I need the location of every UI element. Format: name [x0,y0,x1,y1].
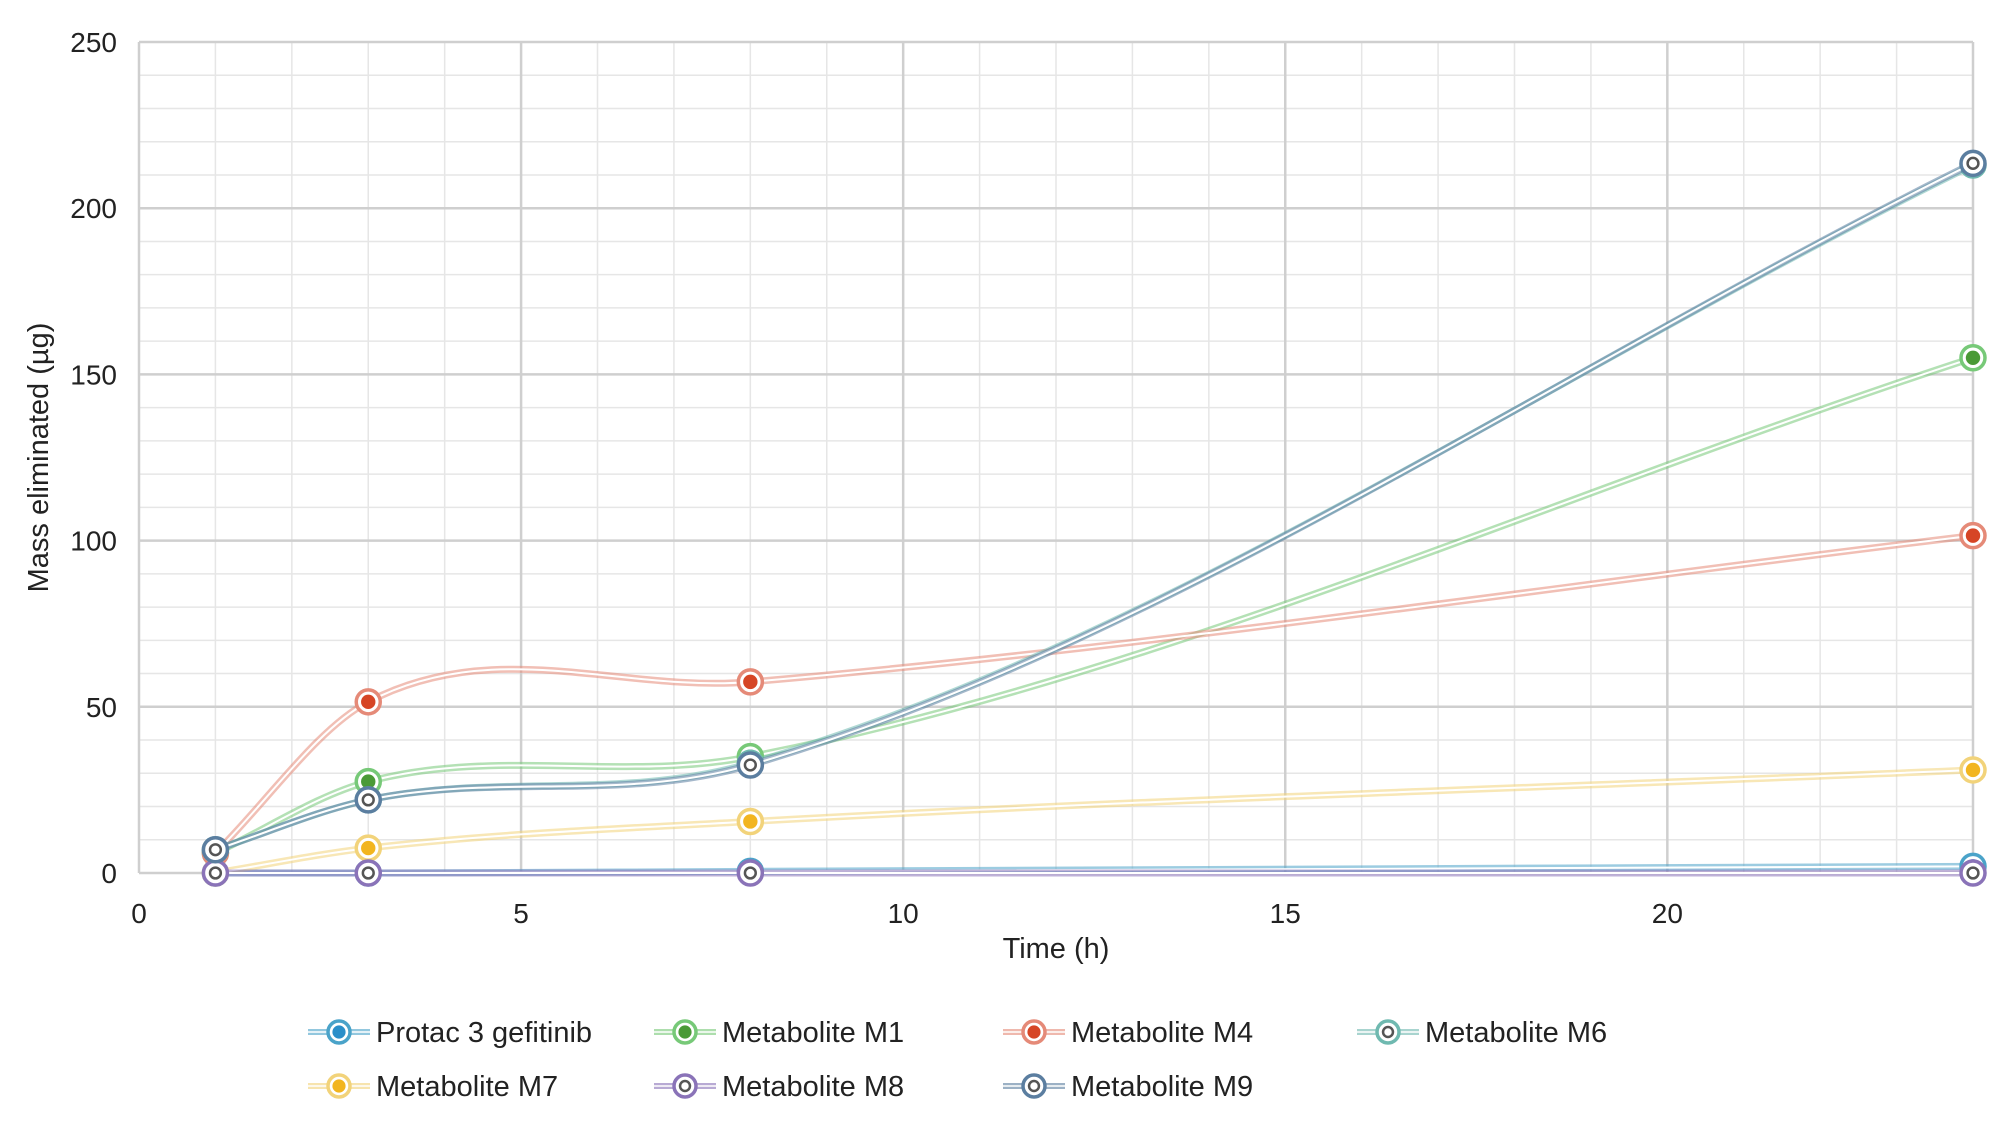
legend-label: Metabolite M6 [1425,1017,1607,1049]
x-tick-label: 20 [1652,898,1683,929]
series-lines [201,149,1987,887]
data-point-inner [208,866,223,880]
data-point-fill [1965,762,1981,778]
legend-item: Metabolite M8 [654,1071,904,1103]
x-tick-label: 5 [513,898,529,929]
x-tick-label: 0 [131,898,147,929]
legend-label: Protac 3 gefitinib [376,1017,592,1049]
legend-label: Metabolite M9 [1071,1071,1253,1103]
legend-marker-fill [332,1025,346,1039]
data-point-inner [743,866,757,880]
data-point-fill [743,674,758,690]
x-tick-label: 15 [1270,898,1301,929]
legend-marker-inner [678,1079,692,1093]
data-point-fill [361,774,376,789]
legend-marker-inner [1027,1079,1041,1093]
data-point-fill [361,694,376,710]
grid [137,40,1975,875]
series-5 [201,859,1987,887]
legend-item: Metabolite M4 [1003,1017,1253,1049]
y-tick-label: 250 [70,27,117,58]
y-tick-label: 150 [70,359,117,390]
data-point-inner [361,866,375,880]
legend-item: Metabolite M1 [654,1017,904,1049]
legend-label: Metabolite M4 [1071,1017,1253,1049]
data-point-fill [1965,350,1981,365]
y-axis-title: Mass eliminated (µg) [23,323,55,593]
series-6 [201,149,1987,864]
legend-label: Metabolite M8 [722,1071,904,1103]
legend-marker-fill [678,1025,692,1039]
y-tick-label: 200 [70,193,117,224]
data-point-inner [1966,156,1980,170]
y-tick-label: 0 [101,858,117,889]
legend-label: Metabolite M1 [722,1017,904,1049]
legend-marker-fill [1027,1025,1041,1039]
x-tick-label: 10 [888,898,919,929]
data-point-inner [1966,866,1980,880]
legend-marker-inner [1381,1025,1395,1039]
series-2 [201,521,1987,867]
data-point-fill [743,814,758,829]
x-axis-title: Time (h) [1003,933,1110,965]
data-point-inner [208,843,223,857]
data-point-inner [361,793,375,807]
legend: Protac 3 gefitinib Metabolite M1 Metabolit… [308,1017,1607,1103]
data-point-fill [1965,528,1981,543]
legend-label: Metabolite M7 [376,1071,558,1103]
y-tick-label: 50 [86,692,117,723]
data-point-inner [743,758,757,772]
legend-item: Protac 3 gefitinib [308,1017,592,1049]
legend-item: Metabolite M9 [1003,1071,1253,1103]
series-line [214,160,1975,854]
legend-item: Metabolite M7 [308,1071,558,1103]
legend-marker-fill [332,1079,346,1093]
legend-item: Metabolite M6 [1357,1017,1607,1049]
series-line-core [215,162,1974,851]
data-point-fill [361,840,376,856]
y-tick-label: 100 [70,526,117,557]
